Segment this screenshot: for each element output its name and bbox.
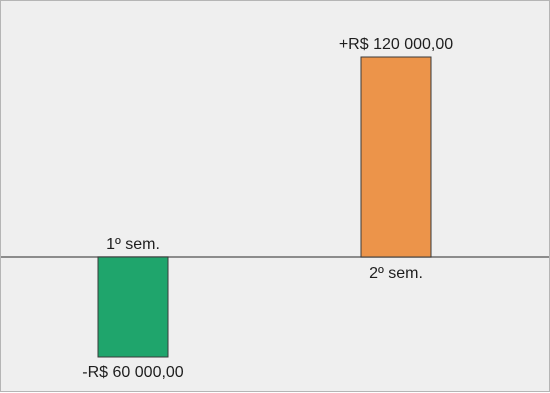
value-label-2: +R$ 120 000,00 — [339, 36, 453, 53]
bar-1 — [97, 256, 169, 358]
category-label-2: 2º sem. — [369, 265, 423, 282]
value-label-1: -R$ 60 000,00 — [82, 364, 184, 381]
category-label-1: 1º sem. — [106, 236, 160, 253]
bar-2 — [360, 56, 432, 258]
